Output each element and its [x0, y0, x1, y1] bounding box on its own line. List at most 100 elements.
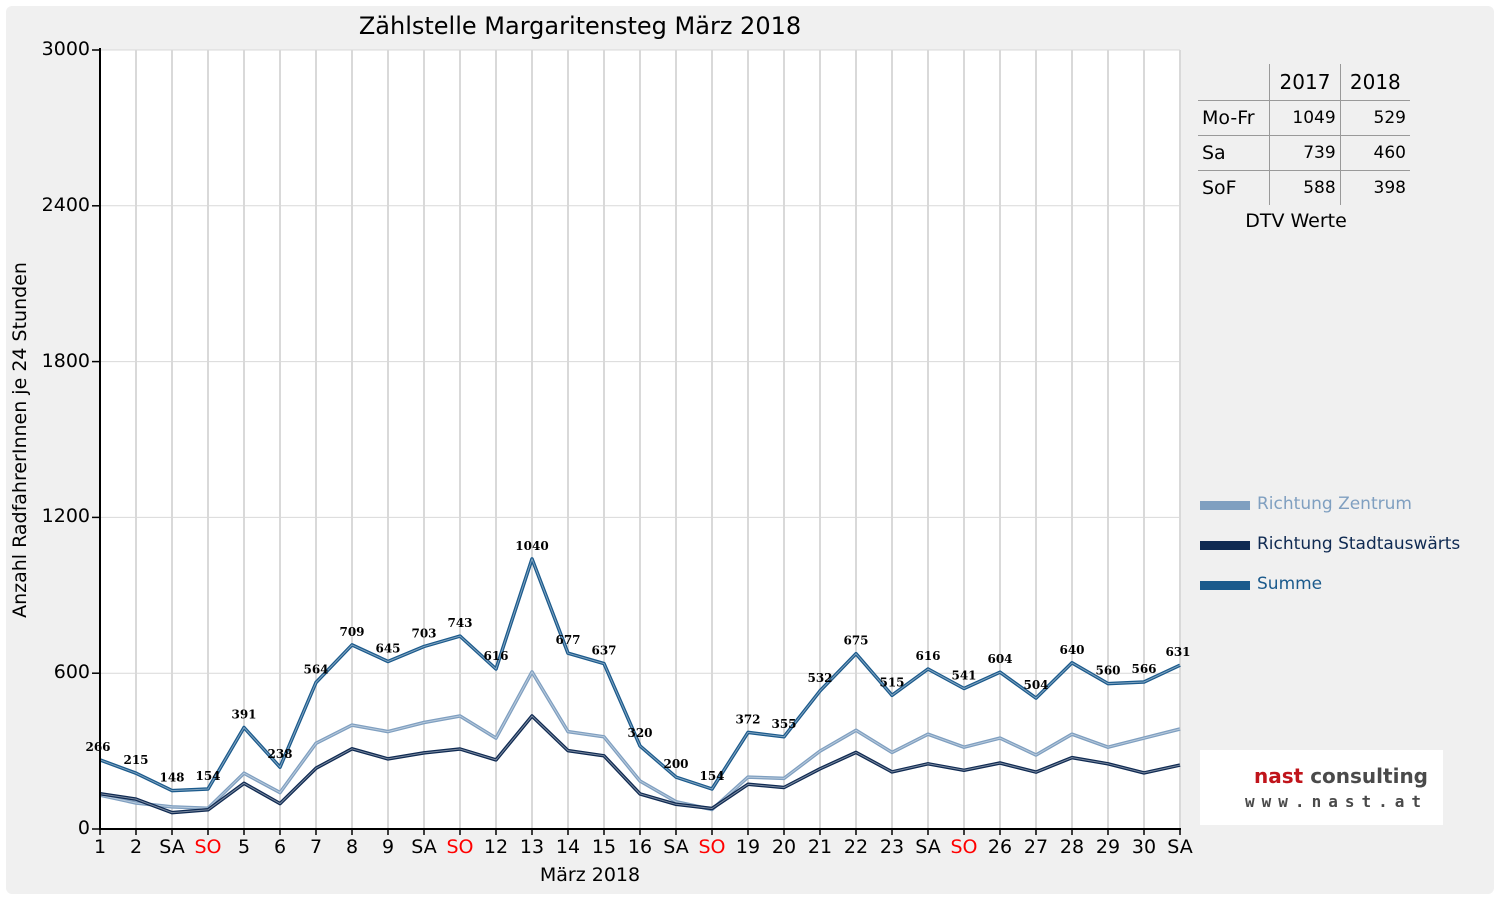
- data-label: 372: [735, 712, 760, 726]
- legend-swatch: [1200, 541, 1250, 550]
- x-axis-label: März 2018: [539, 864, 641, 886]
- logo-wordmark: nast consulting: [1200, 764, 1428, 788]
- data-label: 504: [1023, 678, 1048, 692]
- data-label: 640: [1059, 643, 1084, 657]
- y-axis-label: Anzahl RadfahrerInnen je 24 Stunden: [9, 262, 31, 618]
- legend-label: Richtung Zentrum: [1257, 494, 1412, 514]
- dtv-value-2017: 588: [1269, 170, 1341, 205]
- dtv-corner: [1198, 64, 1270, 101]
- y-tick-label: 600: [53, 661, 90, 684]
- x-tick-label: 26: [987, 836, 1013, 858]
- x-tick-label: 19: [735, 836, 761, 858]
- data-label: 645: [375, 642, 400, 656]
- data-label: 743: [447, 616, 472, 630]
- data-label: 215: [123, 753, 148, 767]
- data-label: 1040: [515, 539, 548, 553]
- series-line-highlight-0: [99, 671, 1181, 810]
- data-labels: 266 215 148 154 391 238 564 709 645 703 743 616 1040…: [85, 539, 1190, 785]
- data-label: 560: [1095, 664, 1120, 678]
- data-label: 320: [627, 726, 652, 740]
- x-tick-label: SO: [950, 836, 978, 858]
- logo-brand-b: consulting: [1303, 764, 1428, 788]
- series-line-1: [99, 714, 1181, 815]
- x-tick-label: SA: [663, 836, 689, 858]
- x-tick-label: 28: [1059, 836, 1085, 858]
- data-label: 675: [843, 634, 868, 648]
- x-tick-label: 5: [237, 836, 251, 858]
- series-line-highlight-1: [99, 715, 1181, 814]
- x-tick-label: 30: [1131, 836, 1157, 858]
- data-label: 200: [663, 757, 688, 771]
- axes: [92, 48, 1181, 835]
- data-label: 541: [951, 669, 976, 683]
- series-lines: [99, 557, 1181, 815]
- data-label: 148: [159, 771, 184, 785]
- vertical-gridlines: [135, 50, 1181, 829]
- data-label: 709: [339, 625, 364, 639]
- x-tick-label: 9: [381, 836, 395, 858]
- series-line-highlight-2: [99, 558, 1181, 792]
- x-tick-label: 13: [519, 836, 545, 858]
- dtv-row: Mo-Fr 1049 529: [1198, 100, 1410, 136]
- dtv-value-2017: 1049: [1269, 100, 1341, 136]
- y-tick-label: 0: [77, 817, 90, 839]
- dtv-year-2017: 2017: [1269, 64, 1341, 101]
- data-label: 355: [771, 717, 796, 731]
- dtv-row-label: SoF: [1198, 170, 1270, 205]
- dtv-year-2018: 2018: [1339, 64, 1410, 101]
- x-tick-label: 29: [1095, 836, 1121, 858]
- horizontal-gridlines: [100, 49, 1180, 674]
- x-tick-label: 2: [129, 836, 143, 858]
- data-label: 266: [85, 740, 110, 754]
- dtv-value-2018: 529: [1339, 100, 1410, 136]
- data-label: 154: [699, 769, 724, 783]
- data-label: 616: [915, 649, 940, 663]
- chart-title: Zählstelle Margaritensteg März 2018: [358, 12, 802, 40]
- data-label: 238: [267, 747, 292, 761]
- dtv-value-2018: 398: [1339, 170, 1410, 205]
- dtv-caption: DTV Werte: [1245, 210, 1347, 232]
- x-tick-label: 27: [1023, 836, 1049, 858]
- x-tick-label: 16: [627, 836, 653, 858]
- data-label: 677: [555, 633, 580, 647]
- x-tick-label: 8: [345, 836, 359, 858]
- dtv-value-2018: 460: [1339, 135, 1410, 171]
- x-tick-label: 20: [771, 836, 797, 858]
- x-tick-label: 21: [807, 836, 833, 858]
- series-line-0: [99, 670, 1181, 812]
- x-tick-label: 6: [273, 836, 287, 858]
- x-tick-label: SA: [159, 836, 185, 858]
- x-tick-label: 14: [555, 836, 581, 858]
- legend-label: Summe: [1257, 574, 1323, 594]
- legend-label: Richtung Stadtauswärts: [1257, 534, 1461, 554]
- data-label: 532: [807, 671, 832, 685]
- y-tick-label: 1200: [41, 505, 90, 528]
- legend-swatch: [1200, 581, 1250, 590]
- x-tick-label: 15: [591, 836, 617, 858]
- logo-url: www.nast.at: [1245, 792, 1428, 811]
- x-tick-label: SO: [194, 836, 222, 858]
- logo-brand-a: nast: [1254, 764, 1304, 788]
- legend-swatch: [1200, 501, 1250, 510]
- y-tick-label: 1800: [41, 349, 90, 372]
- data-label: 616: [483, 649, 508, 663]
- data-label: 154: [195, 769, 220, 783]
- company-logo: nast consulting www.nast.at: [1200, 750, 1443, 825]
- x-tick-label: SA: [1167, 836, 1193, 858]
- data-label: 566: [1131, 662, 1156, 676]
- data-label: 703: [411, 626, 436, 640]
- data-label: 515: [879, 675, 904, 689]
- dtv-row: Sa 739 460: [1198, 135, 1410, 171]
- y-tick-label: 2400: [41, 193, 90, 216]
- x-tick-label: 23: [879, 836, 905, 858]
- data-label: 637: [591, 644, 616, 658]
- x-tick-label: SO: [446, 836, 474, 858]
- dtv-table: 2017 2018 Mo-Fr 1049 529 Sa 739 460 SoF …: [1198, 64, 1410, 205]
- x-tick-label: SO: [698, 836, 726, 858]
- data-label: 564: [303, 663, 328, 677]
- data-label: 604: [987, 652, 1012, 666]
- x-tick-label: SA: [915, 836, 941, 858]
- x-tick-label: SA: [411, 836, 437, 858]
- data-label: 391: [231, 707, 256, 721]
